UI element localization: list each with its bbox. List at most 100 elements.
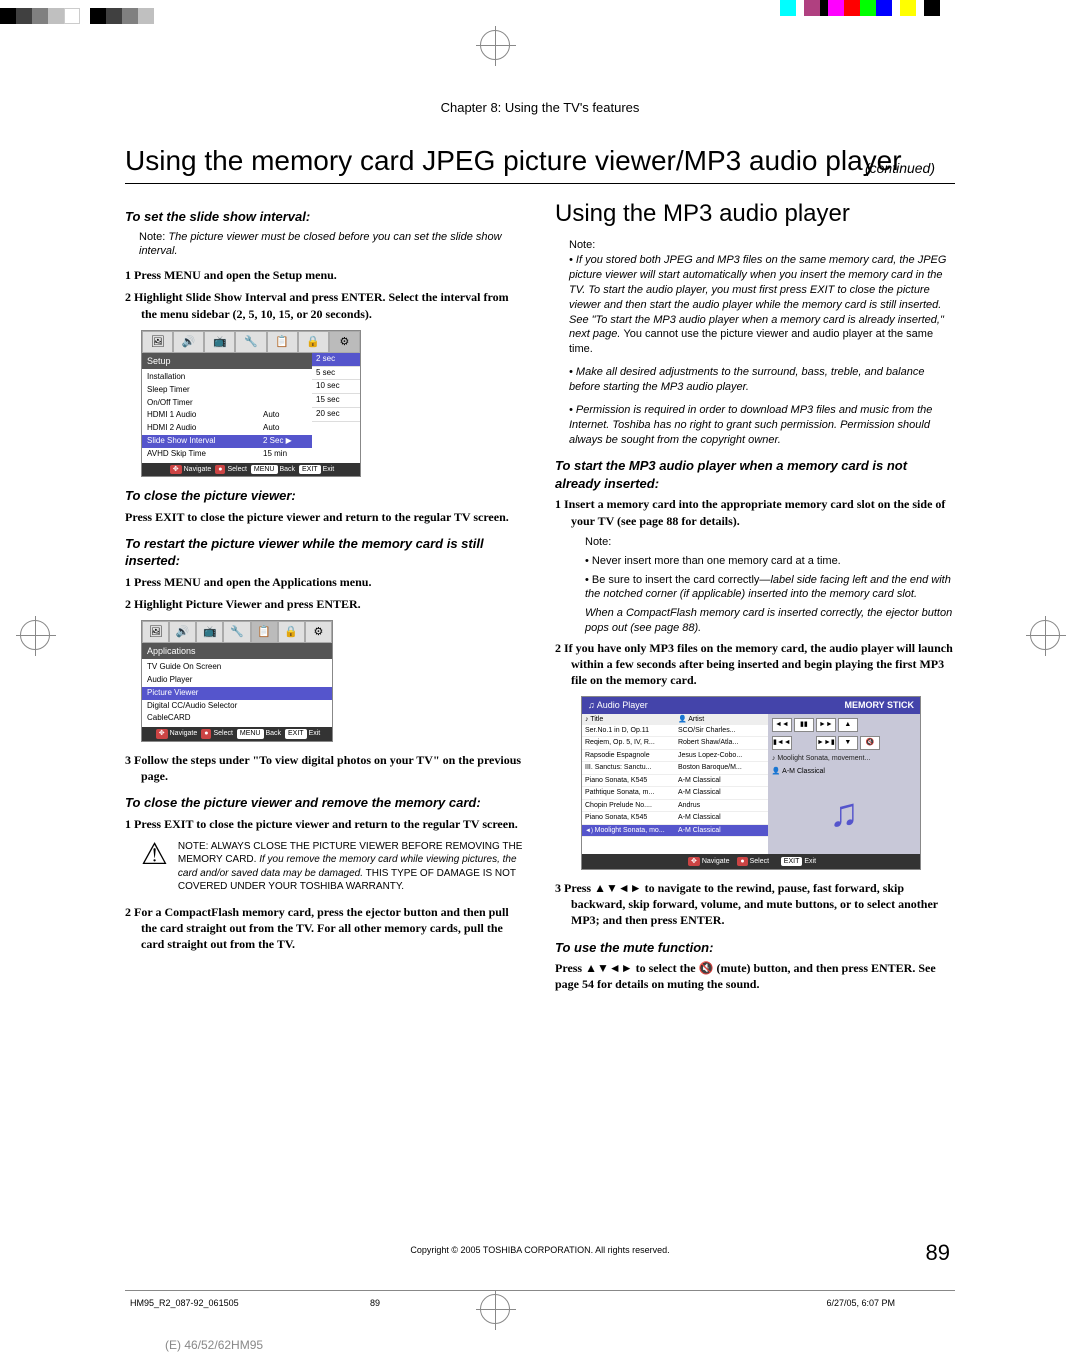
music-note-icon: ♫ xyxy=(772,786,916,840)
page-content: Chapter 8: Using the TV's features Using… xyxy=(125,100,955,999)
restart-step-1: 1 Press MENU and open the Applications m… xyxy=(125,574,525,590)
continued-label: (continued) xyxy=(865,160,935,176)
apps-menu-row: TV Guide On Screen xyxy=(142,661,332,674)
now-playing-artist: 👤 A-M Classical xyxy=(772,767,916,776)
left-column: To set the slide show interval: Note: Th… xyxy=(125,198,525,999)
mp3-note-label: Note: xyxy=(555,535,955,550)
section-heading-mute: To use the mute function: xyxy=(555,939,955,957)
setup-menu-footer: ✥Navigate ●Select MENUBack EXITExit xyxy=(142,463,360,476)
mp3-sub-3: When a CompactFlash memory card is inser… xyxy=(555,606,955,636)
setup-menu-row: Installation xyxy=(142,371,312,384)
footer-divider xyxy=(125,1290,955,1291)
right-column: Using the MP3 audio player Note: • If yo… xyxy=(555,198,955,999)
setup-side-option: 2 sec xyxy=(312,353,360,367)
audio-track-row: Rapsodie EspagnoleJesus Lopez-Cobo... xyxy=(582,750,768,762)
caution-text: NOTE: ALWAYS CLOSE THE PICTURE VIEWER BE… xyxy=(178,840,525,894)
audio-player-label: ♫ Audio Player xyxy=(588,699,648,711)
section-heading-close-viewer: To close the picture viewer: xyxy=(125,487,525,505)
applications-menu-screenshot: 🖼🔊📺🔧📋🔒⚙ Applications TV Guide On ScreenA… xyxy=(141,620,333,742)
mp3-sub-2: • Be sure to insert the card correctly—l… xyxy=(555,573,955,603)
note-slideshow: Note: The picture viewer must be closed … xyxy=(125,230,525,260)
skip-fwd-button[interactable]: ►►▮ xyxy=(816,736,836,750)
rewind-button[interactable]: ◄◄ xyxy=(772,718,792,732)
section-heading-slideshow: To set the slide show interval: xyxy=(125,208,525,226)
mute-button[interactable]: 🔇 xyxy=(860,736,880,750)
audio-player-screenshot: ♫ Audio Player MEMORY STICK ♪ Title 👤 Ar… xyxy=(581,696,921,870)
fastforward-button[interactable]: ►► xyxy=(816,718,836,732)
apps-menu-row: Audio Player xyxy=(142,674,332,687)
apps-menu-row: Picture Viewer xyxy=(142,687,332,700)
setup-side-option: 10 sec xyxy=(312,380,360,394)
audio-track-row: III. Sanctus: Sanctu...Boston Baroque/M.… xyxy=(582,762,768,774)
audio-footer: ✥Navigate ●Select EXITExit xyxy=(582,854,920,869)
setup-menu-header: Setup xyxy=(142,353,312,369)
note-label-right: Note: xyxy=(555,238,955,253)
audio-th-title: ♪ Title xyxy=(582,714,675,725)
setup-menu-screenshot: 🖼🔊📺🔧📋🔒⚙ Setup InstallationSleep TimerOn/… xyxy=(141,330,361,477)
audio-th-artist: 👤 Artist xyxy=(675,714,768,725)
setup-menu-row: Slide Show Interval2 Sec ▶ xyxy=(142,435,312,448)
mp3-step-2: 2 If you have only MP3 files on the memo… xyxy=(555,640,955,689)
note-bullet: • Permission is required in order to dow… xyxy=(555,403,955,448)
setup-menu-row: HDMI 1 AudioAuto xyxy=(142,409,312,422)
mp3-player-title: Using the MP3 audio player xyxy=(555,198,955,230)
title-divider xyxy=(125,183,955,184)
footer-page: 89 xyxy=(370,1298,380,1308)
restart-step-2: 2 Highlight Picture Viewer and press ENT… xyxy=(125,596,525,612)
vol-down-button[interactable]: ▼ xyxy=(838,736,858,750)
setup-menu-row: HDMI 2 AudioAuto xyxy=(142,422,312,435)
memory-stick-badge: MEMORY STICK xyxy=(844,699,914,711)
close-remove-step-2: 2 For a CompactFlash memory card, press … xyxy=(125,904,525,953)
crop-mark-bottom xyxy=(480,1294,510,1324)
section-heading-restart-viewer: To restart the picture viewer while the … xyxy=(125,535,525,570)
setup-side-option: 15 sec xyxy=(312,394,360,408)
apps-menu-row: Digital CC/Audio Selector xyxy=(142,700,332,713)
section-heading-start-mp3: To start the MP3 audio player when a mem… xyxy=(555,457,955,492)
crop-mark-left xyxy=(20,620,50,650)
footer-timestamp: 6/27/05, 6:07 PM xyxy=(826,1298,895,1308)
audio-track-row: Pathtique Sonata, m...A-M Classical xyxy=(582,787,768,799)
model-number: (E) 46/52/62HM95 xyxy=(165,1338,263,1352)
close-viewer-body: Press EXIT to close the picture viewer a… xyxy=(125,509,525,525)
mp3-step-3: 3 Press ▲▼◄► to navigate to the rewind, … xyxy=(555,880,955,929)
registration-color-bars xyxy=(0,0,1080,30)
page-number: 89 xyxy=(926,1240,950,1266)
apps-menu-header: Applications xyxy=(142,643,332,659)
mp3-sub-1: • Never insert more than one memory card… xyxy=(555,554,955,569)
main-title: Using the memory card JPEG picture viewe… xyxy=(125,145,955,177)
caution-icon: ⚠ xyxy=(141,840,168,894)
apps-menu-footer: ✥Navigate ●Select MENUBack EXITExit xyxy=(142,727,332,740)
mp3-step-1: 1 Insert a memory card into the appropri… xyxy=(555,496,955,528)
now-playing-title: ♪ Moolight Sonata, movement... xyxy=(772,754,916,763)
setup-menu-row: On/Off Timer xyxy=(142,397,312,410)
mute-body: Press ▲▼◄► to select the 🔇 (mute) button… xyxy=(555,960,955,992)
audio-track-row: Reqiem, Op. 5, IV, R...Robert Shaw/Atla.… xyxy=(582,737,768,749)
apps-menu-row: CableCARD xyxy=(142,712,332,725)
skip-back-button[interactable]: ▮◄◄ xyxy=(772,736,792,750)
setup-side-option: 20 sec xyxy=(312,408,360,422)
crop-mark-top xyxy=(480,30,510,60)
setup-side-option: 5 sec xyxy=(312,367,360,381)
crop-mark-right xyxy=(1030,620,1060,650)
chapter-header: Chapter 8: Using the TV's features xyxy=(125,100,955,115)
audio-track-row: Chopin Prelude No....Andrus xyxy=(582,800,768,812)
audio-track-row: Piano Sonata, K545A-M Classical xyxy=(582,812,768,824)
caution-box: ⚠ NOTE: ALWAYS CLOSE THE PICTURE VIEWER … xyxy=(141,840,525,894)
vol-up-button[interactable]: ▲ xyxy=(838,718,858,732)
restart-step-3: 3 Follow the steps under "To view digita… xyxy=(125,752,525,784)
note-bullet: • Make all desired adjustments to the su… xyxy=(555,365,955,395)
audio-track-row: Moolight Sonata, mo...A-M Classical xyxy=(582,825,768,837)
close-remove-step-1: 1 Press EXIT to close the picture viewer… xyxy=(125,816,525,832)
section-heading-close-remove: To close the picture viewer and remove t… xyxy=(125,794,525,812)
audio-track-row: Ser.No.1 in D, Op.11SCO/Sir Charles... xyxy=(582,725,768,737)
footer-filename: HM95_R2_087-92_061505 xyxy=(130,1298,239,1308)
step-1-setup: 1 Press MENU and open the Setup menu. xyxy=(125,267,525,283)
setup-menu-row: Sleep Timer xyxy=(142,384,312,397)
copyright-notice: Copyright © 2005 TOSHIBA CORPORATION. Al… xyxy=(0,1245,1080,1255)
playback-controls: ◄◄ ▮▮ ►► ▲ xyxy=(772,718,916,732)
audio-track-row: Piano Sonata, K545A-M Classical xyxy=(582,775,768,787)
setup-menu-row: AVHD Skip Time15 min xyxy=(142,448,312,461)
step-2-setup: 2 Highlight Slide Show Interval and pres… xyxy=(125,289,525,321)
pause-button[interactable]: ▮▮ xyxy=(794,718,814,732)
note-bullet: • If you stored both JPEG and MP3 files … xyxy=(555,253,955,357)
